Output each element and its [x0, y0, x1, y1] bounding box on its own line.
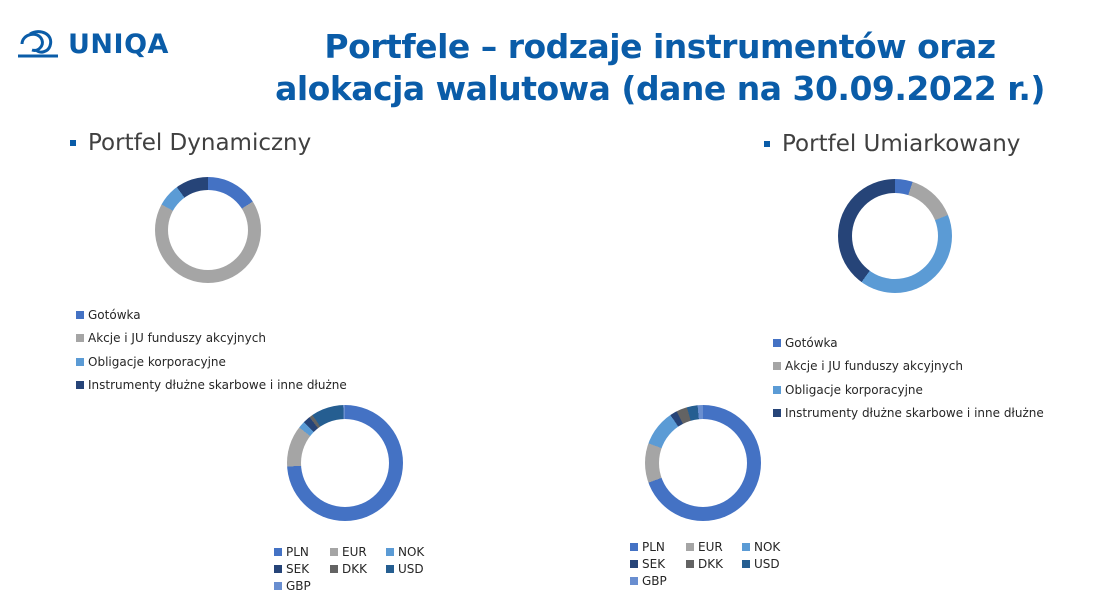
swatch-icon	[76, 334, 84, 343]
legend-label: Instrumenty dłużne skarbowe i inne dłużn…	[88, 378, 347, 393]
swatch-icon	[686, 560, 694, 568]
legend-dynamic-currency: PLN EUR NOK SEK DKK USD GBP	[274, 545, 442, 593]
uniqa-logo: UNIQA	[16, 28, 169, 60]
legend-label: Akcje i JU funduszy akcyjnych	[785, 359, 963, 374]
legend-label: GBP	[642, 574, 667, 588]
logo-text: UNIQA	[68, 28, 169, 60]
legend-label: NOK	[398, 545, 425, 559]
section-moderate-label: Portfel Umiarkowany	[782, 131, 1021, 157]
legend-moderate-currency: PLN EUR NOK SEK DKK USD GBP	[630, 540, 798, 588]
legend-label: USD	[398, 562, 424, 576]
swatch-icon	[742, 560, 750, 568]
legend-item: DKK	[686, 557, 742, 571]
legend-moderate: Gotówka Akcje i JU funduszy akcyjnych Ob…	[773, 331, 1044, 425]
legend-item: Obligacje korporacyjne	[76, 350, 347, 374]
donut-dynamic-currency	[287, 405, 403, 521]
legend-label: DKK	[698, 557, 723, 571]
legend-item: USD	[386, 562, 442, 576]
legend-item: Akcje i JU funduszy akcyjnych	[773, 355, 1044, 379]
legend-label: SEK	[286, 562, 310, 576]
legend-label: Akcje i JU funduszy akcyjnych	[88, 331, 266, 346]
page-title: Portfele – rodzaje instrumentów oraz alo…	[250, 26, 1070, 110]
legend-label: Gotówka	[785, 335, 838, 350]
legend-item: SEK	[630, 557, 686, 571]
legend-item: GBP	[274, 579, 330, 593]
donut-moderate-instruments	[838, 179, 952, 293]
swatch-icon	[773, 338, 781, 347]
swatch-icon	[742, 543, 750, 551]
section-dynamic: Portfel Dynamiczny	[70, 130, 311, 156]
swatch-icon	[76, 310, 84, 319]
swatch-icon	[773, 409, 781, 418]
legend-label: SEK	[642, 557, 666, 571]
legend-label: EUR	[698, 540, 723, 554]
legend-item: EUR	[330, 545, 386, 559]
section-dynamic-label: Portfel Dynamiczny	[88, 130, 312, 156]
swatch-icon	[274, 565, 282, 573]
swatch-icon	[630, 560, 638, 568]
title-line-2: alokacja walutowa (dane na 30.09.2022 r.…	[275, 69, 1045, 108]
swatch-icon	[386, 565, 394, 573]
legend-item: EUR	[686, 540, 742, 554]
legend-item: Gotówka	[76, 303, 347, 327]
donut-dynamic-instruments	[155, 177, 261, 283]
legend-item: SEK	[274, 562, 330, 576]
swatch-icon	[386, 548, 394, 556]
legend-item: NOK	[386, 545, 442, 559]
legend-item: Gotówka	[773, 331, 1044, 355]
legend-item: Obligacje korporacyjne	[773, 378, 1044, 402]
legend-item: Instrumenty dłużne skarbowe i inne dłużn…	[773, 402, 1044, 426]
swatch-icon	[76, 381, 84, 390]
uniqa-logo-icon	[18, 30, 58, 58]
section-moderate: Portfel Umiarkowany	[764, 131, 1020, 157]
swatch-icon	[630, 543, 638, 551]
legend-label: PLN	[286, 545, 309, 559]
legend-label: Obligacje korporacyjne	[88, 354, 226, 369]
legend-item: Instrumenty dłużne skarbowe i inne dłużn…	[76, 374, 347, 398]
legend-item: Akcje i JU funduszy akcyjnych	[76, 327, 347, 351]
legend-label: Instrumenty dłużne skarbowe i inne dłużn…	[785, 406, 1044, 421]
bullet-icon	[764, 141, 770, 147]
legend-item: NOK	[742, 540, 798, 554]
legend-label: USD	[754, 557, 780, 571]
legend-item: GBP	[630, 574, 686, 588]
legend-label: Obligacje korporacyjne	[785, 382, 923, 397]
legend-item: PLN	[630, 540, 686, 554]
swatch-icon	[773, 385, 781, 394]
donut-moderate-currency	[645, 405, 761, 521]
legend-label: PLN	[642, 540, 665, 554]
swatch-icon	[330, 548, 338, 556]
legend-label: NOK	[754, 540, 781, 554]
swatch-icon	[773, 362, 781, 371]
swatch-icon	[76, 357, 84, 366]
legend-label: EUR	[342, 545, 367, 559]
legend-item: PLN	[274, 545, 330, 559]
legend-item: USD	[742, 557, 798, 571]
legend-label: DKK	[342, 562, 367, 576]
swatch-icon	[274, 582, 282, 590]
legend-label: Gotówka	[88, 307, 141, 322]
swatch-icon	[686, 543, 694, 551]
swatch-icon	[330, 565, 338, 573]
swatch-icon	[630, 577, 638, 585]
title-line-1: Portfele – rodzaje instrumentów oraz	[324, 27, 996, 66]
bullet-icon	[70, 140, 76, 146]
legend-label: GBP	[286, 579, 311, 593]
swatch-icon	[274, 548, 282, 556]
legend-dynamic: Gotówka Akcje i JU funduszy akcyjnych Ob…	[76, 303, 347, 397]
legend-item: DKK	[330, 562, 386, 576]
